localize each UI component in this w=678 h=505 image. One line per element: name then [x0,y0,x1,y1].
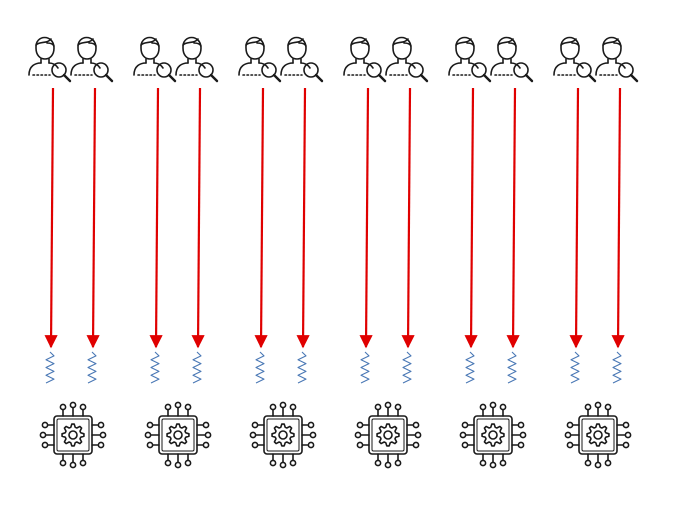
user-search-icon [280,36,324,83]
group-5 [448,36,534,469]
wave-signal-icon [45,351,55,384]
user-search-icon [448,36,492,83]
red-arrow-icon [191,87,205,349]
wave-signal-icon [360,351,370,384]
red-arrow-icon [464,87,478,349]
red-arrow-icon [86,87,100,349]
user-search-icon [490,36,534,83]
user-search-icon [385,36,429,83]
red-arrow-icon [611,87,625,349]
wave-signal-icon [87,351,97,384]
wave-signal-icon [507,351,517,384]
red-arrow-icon [44,87,58,349]
red-arrow-icon [359,87,373,349]
wave-signal-icon [465,351,475,384]
group-3 [238,36,324,469]
group-6 [553,36,639,469]
group-2 [133,36,219,469]
wave-signal-icon [192,351,202,384]
user-search-icon [343,36,387,83]
processor-chip-gear-icon [354,401,422,469]
red-arrow-icon [296,87,310,349]
user-search-icon [28,36,72,83]
processor-chip-gear-icon [459,401,527,469]
wave-signal-icon [150,351,160,384]
processor-chip-gear-icon [564,401,632,469]
red-arrow-icon [149,87,163,349]
group-1 [28,36,114,469]
user-search-icon [133,36,177,83]
red-arrow-icon [401,87,415,349]
user-search-icon [595,36,639,83]
wave-signal-icon [570,351,580,384]
processor-chip-gear-icon [39,401,107,469]
wave-signal-icon [297,351,307,384]
wave-signal-icon [402,351,412,384]
user-search-icon [175,36,219,83]
user-search-icon [238,36,282,83]
user-search-icon [553,36,597,83]
wave-signal-icon [612,351,622,384]
processor-chip-gear-icon [144,401,212,469]
user-search-icon [70,36,114,83]
group-4 [343,36,429,469]
red-arrow-icon [506,87,520,349]
wave-signal-icon [255,351,265,384]
processor-chip-gear-icon [249,401,317,469]
red-arrow-icon [254,87,268,349]
red-arrow-icon [569,87,583,349]
